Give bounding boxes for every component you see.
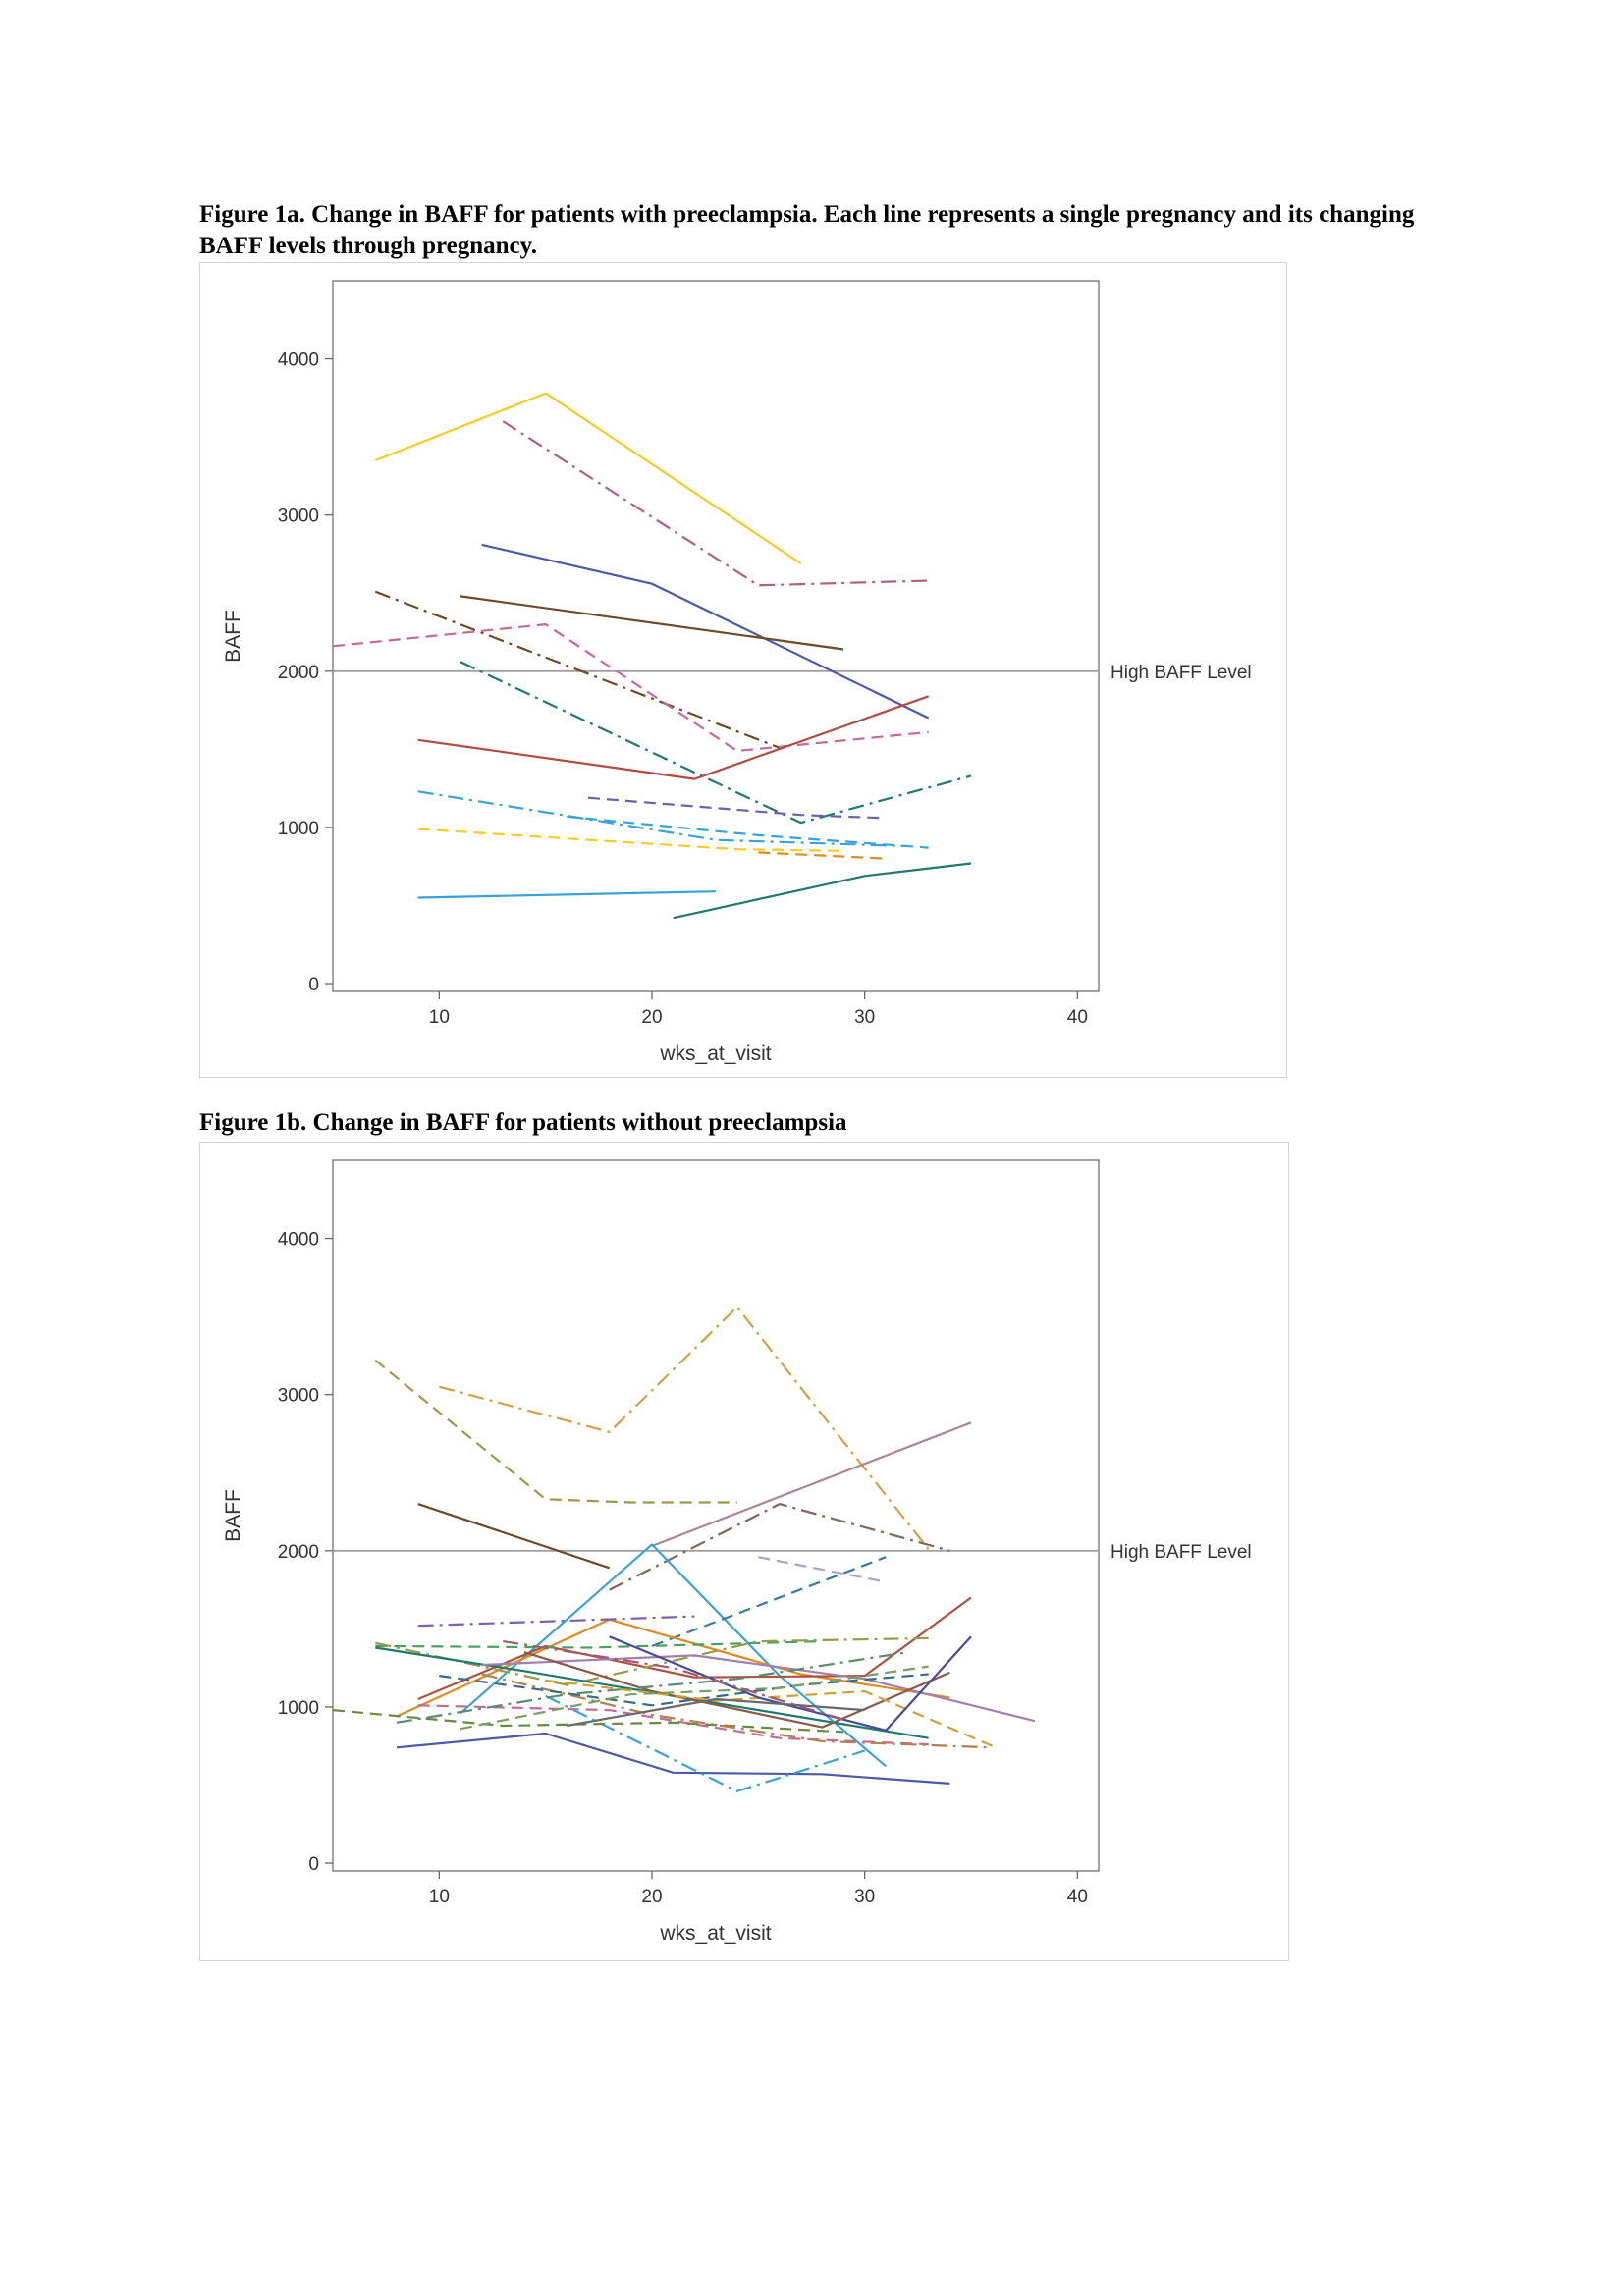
series-line-3 — [481, 543, 930, 720]
x-tick-label: 30 — [854, 1007, 875, 1028]
y-tick-label: 1000 — [278, 1698, 319, 1719]
series-line-21 — [439, 1673, 929, 1707]
series-line-5 — [460, 595, 844, 651]
y-tick-label: 3000 — [278, 507, 319, 527]
series-line-17 — [545, 1694, 866, 1792]
x-tick-label: 10 — [429, 1887, 450, 1907]
series-line-15 — [673, 862, 972, 920]
series-line-12 — [375, 1640, 823, 1649]
figure-1b-chart: High BAFF Level 0 1000 2000 3000 4000 10 20 30 40… — [222, 1159, 1252, 1945]
x-tick-label: 20 — [641, 1887, 662, 1907]
series-line-15 — [396, 1732, 950, 1785]
x-tick-label: 30 — [854, 1887, 875, 1907]
figure-1a-caption: Figure 1a. Change in BAFF for patients w… — [199, 201, 1415, 259]
x-tick-label: 40 — [1067, 1007, 1088, 1028]
series-line-6 — [332, 623, 929, 753]
series-line-26 — [460, 1665, 929, 1731]
series-line-28 — [567, 1697, 865, 1728]
series-line-12 — [417, 828, 844, 852]
figure-1a-panel: High BAFF Level 0 1000 2000 3000 4000 10 20 30 40… — [199, 262, 1287, 1078]
series-line-19 — [481, 1673, 993, 1749]
x-tick-label: 40 — [1067, 1887, 1088, 1907]
series-line-4 — [417, 1503, 611, 1570]
series-line-13 — [758, 851, 887, 860]
y-axis-title: BAFF — [222, 1489, 244, 1542]
series-line-9 — [417, 790, 908, 848]
series-line-8 — [651, 1556, 887, 1647]
y-tick-label: 3000 — [278, 1386, 319, 1407]
series-line-6 — [460, 1543, 888, 1768]
y-tick-label: 2000 — [278, 1542, 319, 1563]
series-line-14 — [417, 890, 717, 899]
y-tick-label: 1000 — [278, 819, 319, 839]
series-line-13 — [375, 1636, 929, 1686]
series-line-11 — [417, 1615, 695, 1628]
series-line-7 — [758, 1556, 887, 1583]
series-line-7 — [460, 661, 972, 825]
x-axis-title: wks_at_visit — [659, 1042, 771, 1065]
series-line-10 — [587, 796, 887, 820]
y-tick-label: 4000 — [278, 350, 319, 371]
y-tick-label: 0 — [308, 975, 319, 995]
plot-area-border — [332, 280, 1100, 992]
y-axis-title: BAFF — [222, 610, 244, 663]
figure-1b-caption: Figure 1b. Change in BAFF for patients w… — [199, 1109, 847, 1136]
series-line-23 — [396, 1651, 908, 1724]
series-line-1 — [374, 392, 802, 564]
x-axis-title: wks_at_visit — [659, 1922, 771, 1945]
x-tick-label: 10 — [429, 1007, 450, 1028]
figure-1b-panel: High BAFF Level 0 1000 2000 3000 4000 10 20 30 40… — [199, 1142, 1289, 1961]
x-tick-label: 20 — [641, 1007, 662, 1028]
series-line-1 — [439, 1306, 930, 1550]
series-line-2 — [502, 420, 929, 587]
series-line-5 — [609, 1503, 950, 1591]
reference-line-label: High BAFF Level — [1110, 1542, 1252, 1563]
series-line-24 — [545, 1679, 994, 1747]
series-line-8 — [417, 695, 930, 780]
series-line-20 — [481, 1654, 1036, 1723]
figure-1a-chart: High BAFF Level 0 1000 2000 3000 4000 10 20 30 40… — [222, 280, 1252, 1065]
plot-area-border — [332, 1159, 1100, 1872]
series-line-2 — [374, 1359, 737, 1504]
y-tick-label: 2000 — [278, 663, 319, 683]
y-tick-label: 4000 — [278, 1230, 319, 1251]
series-line-18 — [332, 1709, 844, 1734]
series-line-3 — [651, 1421, 972, 1548]
y-tick-label: 0 — [308, 1854, 319, 1875]
series-line-4 — [374, 590, 781, 749]
series-line-11 — [567, 815, 929, 849]
series-line-9 — [396, 1618, 950, 1718]
series-line-16 — [417, 1704, 929, 1746]
series-line-14 — [375, 1646, 929, 1739]
reference-line-label: High BAFF Level — [1110, 663, 1252, 683]
